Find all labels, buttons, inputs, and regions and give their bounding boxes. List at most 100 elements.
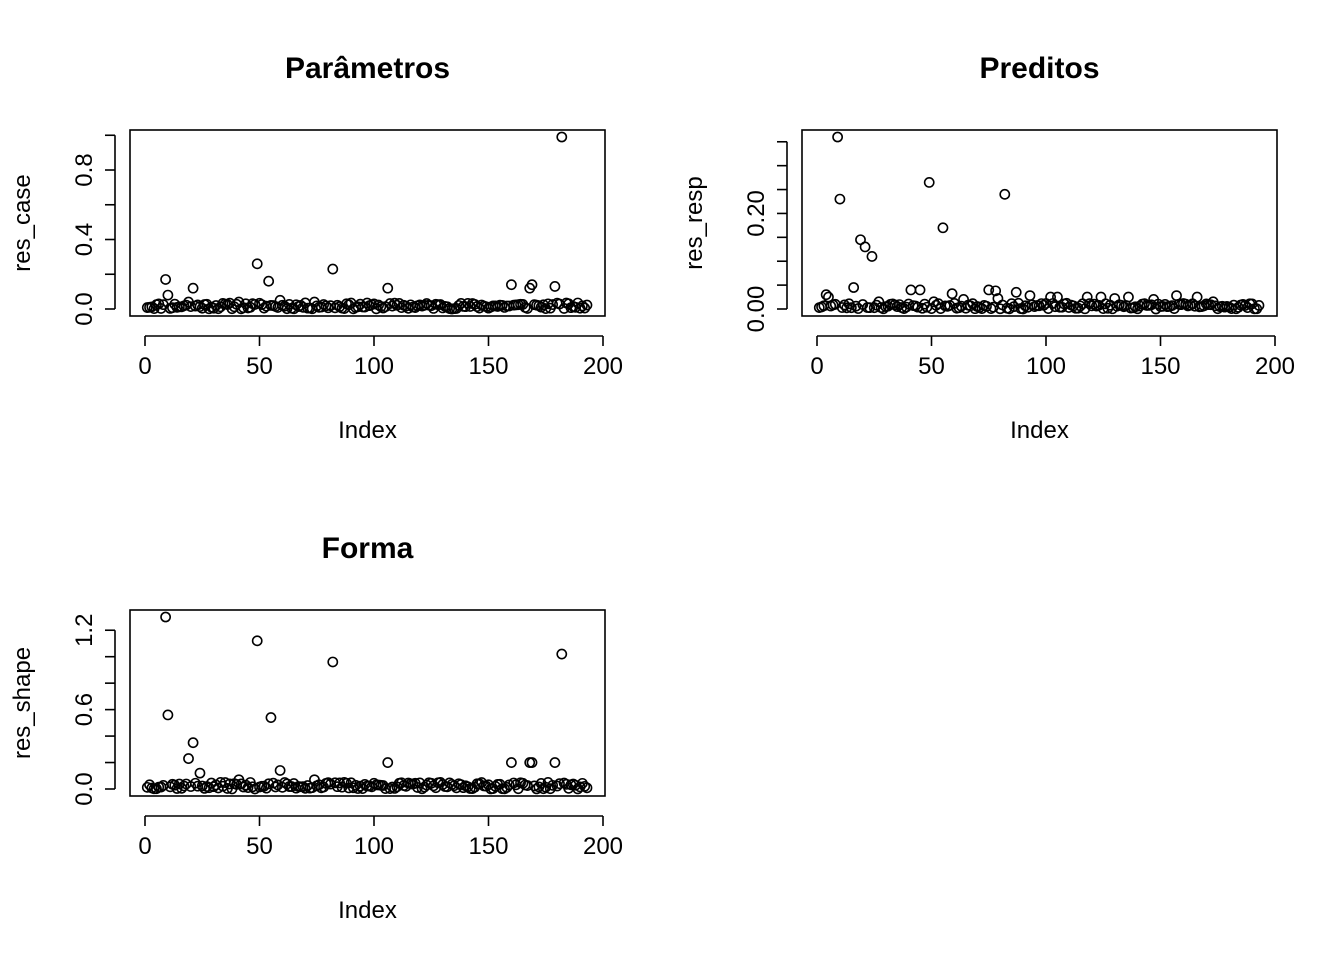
- data-point: [547, 299, 559, 310]
- data-point: [327, 656, 339, 668]
- data-point: [547, 779, 559, 791]
- data-point: [1017, 303, 1029, 315]
- x-tick-label: 0: [138, 353, 151, 380]
- data-point: [1171, 290, 1182, 302]
- data-point: [270, 781, 281, 793]
- data-point: [937, 222, 949, 234]
- data-point: [850, 300, 862, 312]
- data-point: [368, 298, 380, 310]
- data-point: [194, 767, 206, 779]
- data-point: [992, 293, 1004, 304]
- data-point: [341, 298, 352, 310]
- data-point: [382, 757, 394, 768]
- data-point: [224, 778, 236, 790]
- data-point: [274, 765, 286, 776]
- x-tick-label: 200: [583, 833, 623, 860]
- data-point: [233, 296, 245, 308]
- data-point: [338, 776, 350, 788]
- data-point: [375, 301, 387, 313]
- data-point: [903, 298, 914, 310]
- data-point: [522, 780, 533, 791]
- plot-frame: [129, 129, 606, 317]
- data-point: [322, 777, 334, 789]
- data-point: [859, 241, 871, 253]
- data-point: [526, 757, 538, 768]
- data-point: [274, 294, 286, 306]
- data-point: [820, 289, 832, 301]
- x-axis-label: Index: [1010, 417, 1069, 444]
- data-point: [576, 300, 588, 312]
- data-point: [823, 291, 834, 303]
- data-point: [505, 757, 517, 768]
- data-point: [233, 774, 245, 786]
- x-tick-label: 0: [810, 353, 823, 380]
- data-point: [1086, 300, 1098, 312]
- data-point: [187, 282, 199, 294]
- data-point: [914, 284, 926, 296]
- x-tick-label: 150: [468, 353, 508, 380]
- data-point: [1036, 298, 1047, 309]
- data-point: [1253, 299, 1265, 311]
- data-point: [299, 782, 311, 794]
- data-point: [999, 188, 1011, 200]
- data-point: [574, 302, 586, 314]
- data-point: [505, 279, 517, 291]
- data-point: [183, 296, 194, 308]
- x-tick-label: 100: [1026, 353, 1066, 380]
- data-point: [556, 131, 568, 143]
- data-point: [1198, 300, 1210, 312]
- data-point: [864, 302, 876, 314]
- data-point: [1191, 291, 1203, 303]
- data-point: [208, 302, 220, 314]
- data-point: [162, 709, 174, 721]
- data-point: [581, 782, 593, 794]
- data-point: [151, 783, 162, 795]
- x-axis-label: Index: [338, 897, 397, 924]
- data-point: [1052, 291, 1063, 303]
- data-point: [579, 302, 591, 314]
- y-axis-label: res_shape: [9, 647, 36, 759]
- data-point: [1123, 291, 1134, 303]
- data-point: [845, 302, 857, 314]
- data-point: [946, 288, 958, 300]
- data-point: [549, 757, 561, 768]
- data-point: [183, 753, 194, 764]
- data-point: [249, 299, 261, 310]
- data-point: [418, 299, 430, 311]
- y-tick-label: 0.8: [71, 153, 98, 186]
- data-point: [579, 780, 591, 792]
- data-point: [848, 282, 860, 293]
- data-point: [1045, 291, 1056, 303]
- data-point: [1207, 296, 1219, 308]
- panel-forma: Forma 0 50 100 150 200 0.0 0.6 1.2 Index res_shape: [9, 532, 623, 924]
- data-point: [242, 782, 254, 793]
- data-point: [1109, 293, 1121, 304]
- data-point: [969, 303, 981, 315]
- x-axis-label: Index: [338, 417, 397, 444]
- data-point: [905, 284, 917, 296]
- data-point: [384, 783, 396, 794]
- data-point: [554, 778, 565, 790]
- plot-frame: [801, 129, 1278, 317]
- x-tick-label: 150: [1140, 353, 1180, 380]
- data-point: [382, 282, 394, 294]
- data-point: [1148, 294, 1160, 305]
- data-point: [189, 777, 201, 789]
- y-tick-label: 0.20: [743, 190, 770, 237]
- data-point: [1024, 290, 1036, 302]
- data-point: [327, 263, 339, 275]
- x-tick-label: 0: [138, 833, 151, 860]
- data-point: [958, 294, 969, 305]
- data-point: [1010, 286, 1022, 298]
- y-axis-label: res_resp: [681, 176, 708, 269]
- data-point: [196, 780, 208, 792]
- y-axis-label: res_case: [9, 174, 36, 271]
- data-point: [1088, 298, 1100, 310]
- data-point: [160, 274, 172, 285]
- data-point: [162, 289, 174, 301]
- chart-title: Forma: [322, 532, 414, 565]
- x-tick-label: 150: [468, 833, 508, 860]
- data-point: [866, 251, 878, 262]
- data-point: [455, 779, 467, 791]
